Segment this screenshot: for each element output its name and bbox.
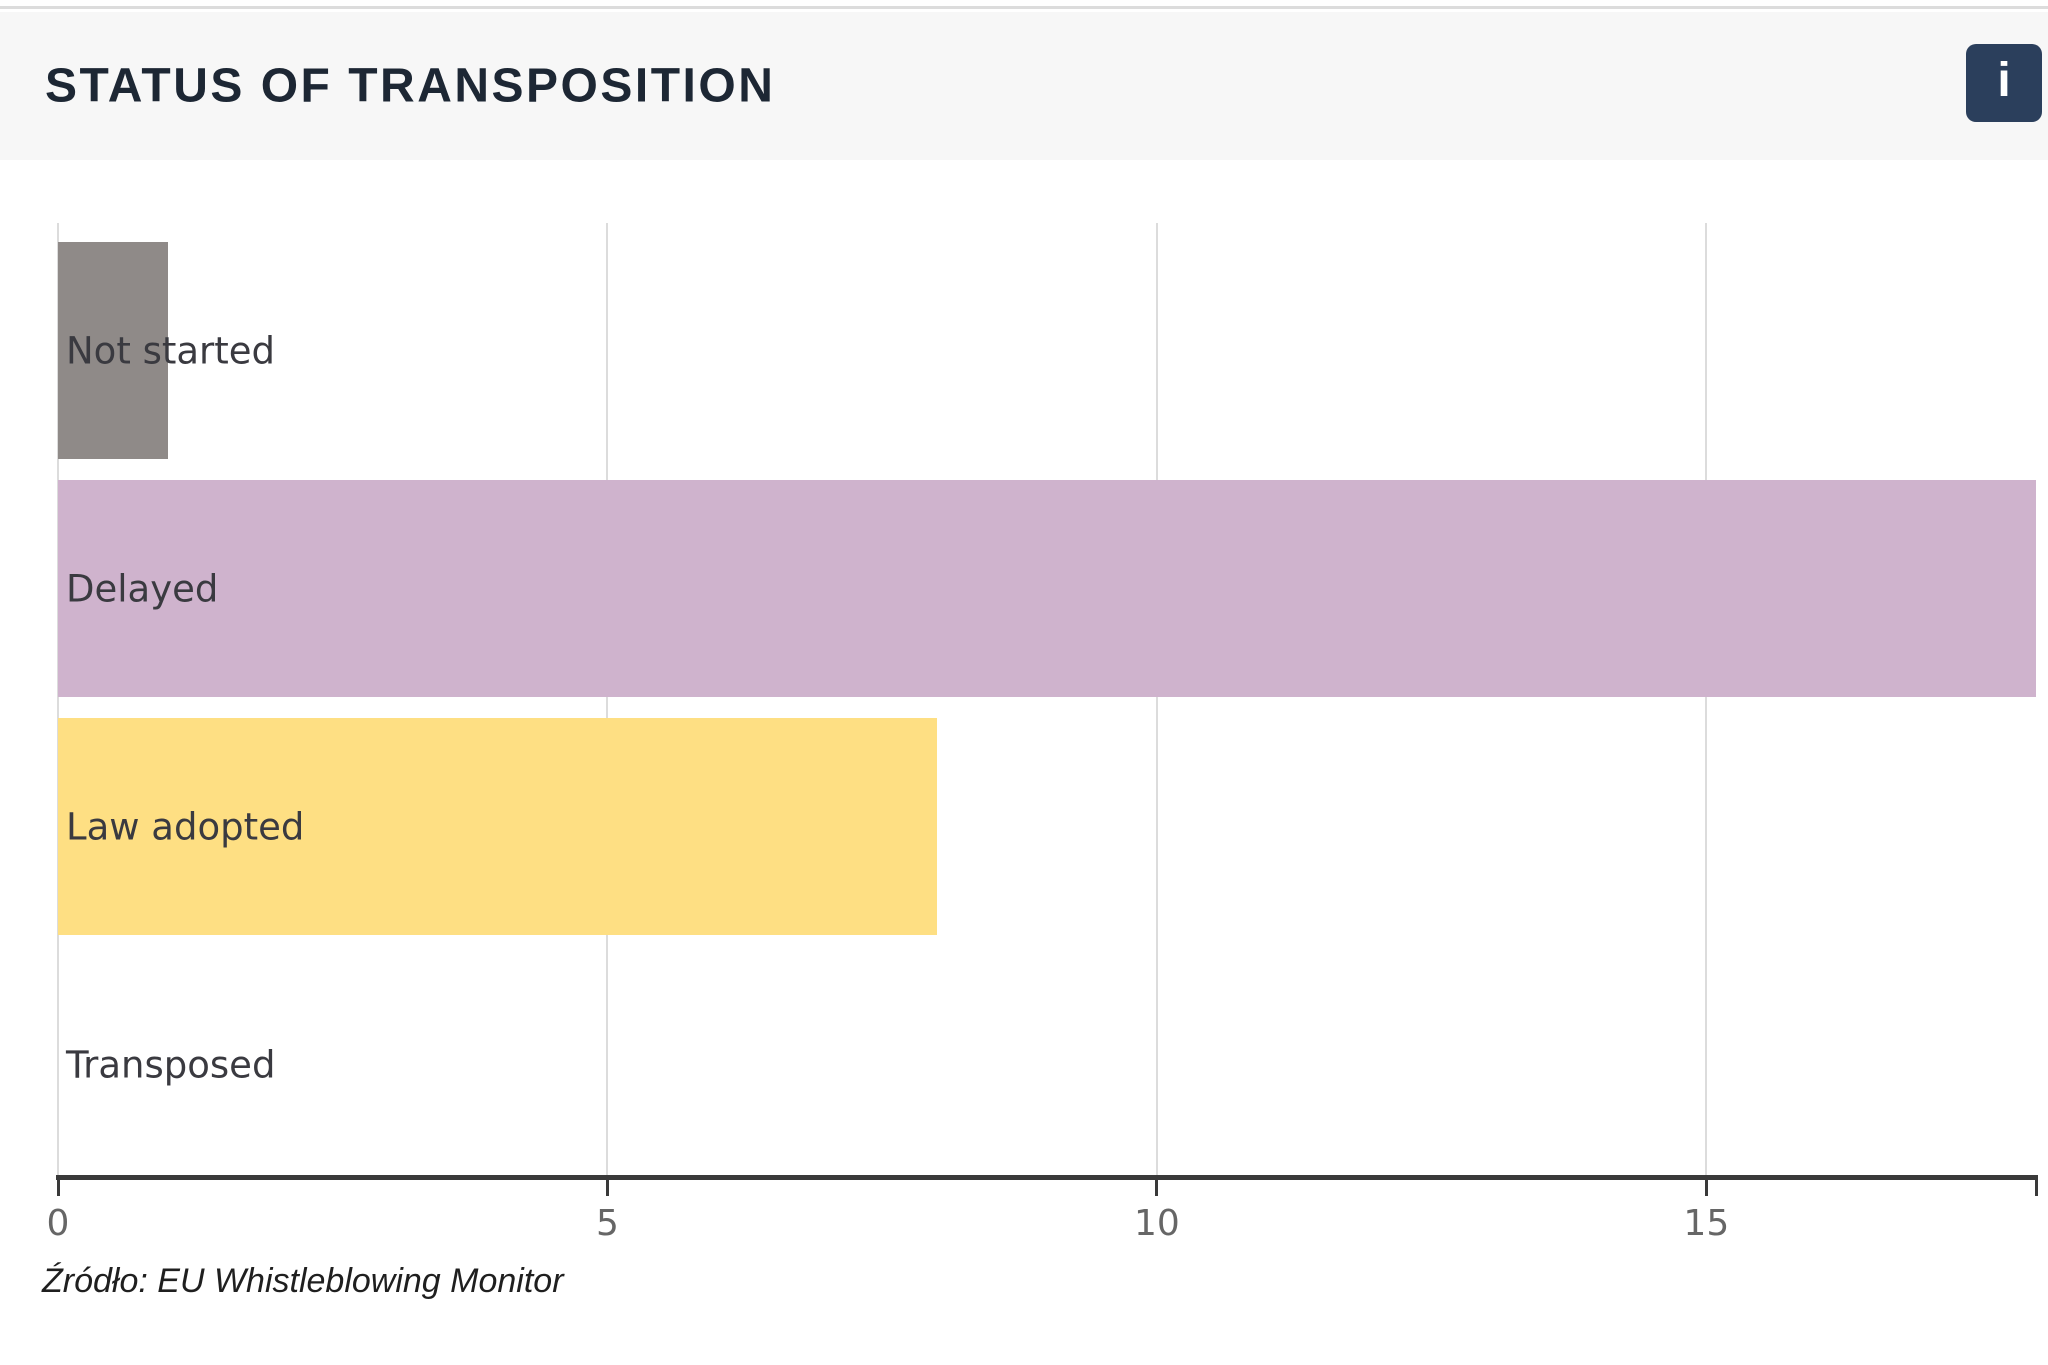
info-button[interactable]: i <box>1966 44 2042 122</box>
gridline-0 <box>57 223 59 1175</box>
gridline-5 <box>606 223 609 1175</box>
category-label-delayed: Delayed <box>66 567 219 610</box>
category-label-not-started: Not started <box>66 329 276 372</box>
chart-header: STATUS OF TRANSPOSITION i <box>0 12 2048 160</box>
category-label-transposed: Transposed <box>66 1043 276 1086</box>
axis-tick-10 <box>1155 1180 1159 1196</box>
top-divider <box>0 0 2048 9</box>
x-axis-line <box>56 1175 2038 1180</box>
tick-label-10: 10 <box>1133 1203 1180 1244</box>
bar-chart: Not started Delayed Law adopted Transposed … <box>0 160 2048 1280</box>
axis-tick-15 <box>1704 1180 1708 1196</box>
tick-label-0: 0 <box>46 1203 70 1244</box>
bar-not-started[interactable] <box>58 242 168 459</box>
tick-label-15: 15 <box>1683 1203 1730 1244</box>
bar-delayed[interactable] <box>58 480 2036 697</box>
gridline-15 <box>1705 223 1708 1175</box>
category-label-law-adopted: Law adopted <box>66 805 305 848</box>
chart-title: STATUS OF TRANSPOSITION <box>45 59 776 113</box>
tick-label-5: 5 <box>595 1203 619 1244</box>
axis-end-cap <box>2034 1180 2038 1196</box>
info-icon: i <box>1997 54 2011 107</box>
axis-tick-5 <box>605 1180 609 1196</box>
gridline-10 <box>1155 223 1158 1175</box>
bar-law-adopted[interactable] <box>58 718 938 935</box>
axis-tick-0 <box>56 1180 60 1196</box>
source-note: Źródło: EU Whistleblowing Monitor <box>42 1262 564 1300</box>
